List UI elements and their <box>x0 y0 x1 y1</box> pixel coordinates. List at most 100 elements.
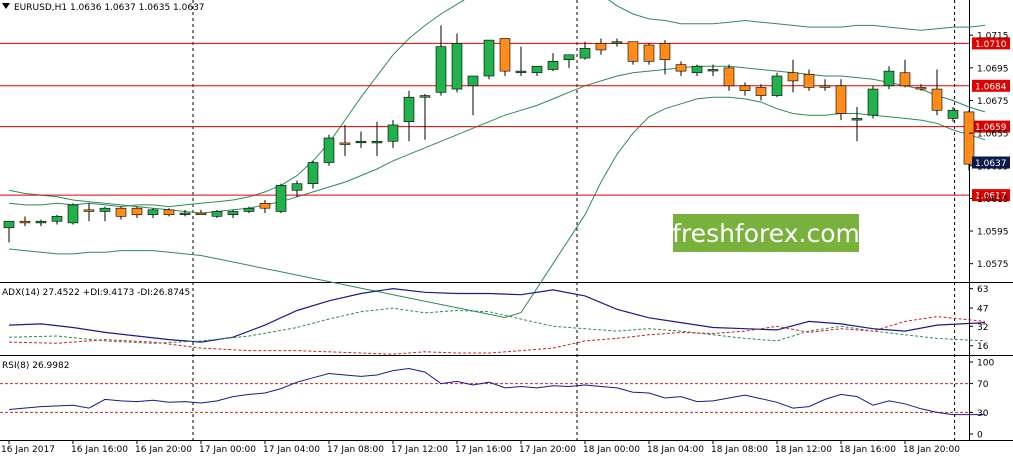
bullish-candle <box>547 61 559 70</box>
bullish-candle <box>147 209 159 216</box>
bullish-candle <box>307 162 319 185</box>
bullish-candle <box>275 185 287 212</box>
level-price-label: 1.0659 <box>975 123 1007 133</box>
bullish-candle <box>515 70 527 73</box>
current-price-label: 1.0637 <box>975 159 1007 169</box>
watermark-background <box>673 214 859 252</box>
time-tick-label: 16 Jan 16:00 <box>71 445 128 455</box>
watermark-text: freshforex.com <box>672 219 860 248</box>
bullish-candle <box>3 220 15 229</box>
adx-line <box>8 287 986 343</box>
dropdown-triangle-icon[interactable] <box>2 3 10 9</box>
bearish-candle <box>627 41 639 62</box>
time-axis: 16 Jan 2017 16 Jan 16:00 16 Jan 20:00 17 Ja… <box>1 440 960 455</box>
watermark: freshforex.com <box>672 214 860 252</box>
current-price-tag <box>972 156 1010 169</box>
bearish-candle <box>339 142 351 145</box>
rsi-line <box>8 367 985 416</box>
bearish-candle <box>835 85 847 114</box>
bearish-candle <box>499 38 511 72</box>
di-line <box>8 307 986 344</box>
time-tick-label: 17 Jan 16:00 <box>455 445 512 455</box>
time-tick-label: 18 Jan 20:00 <box>903 445 960 455</box>
bullish-candle <box>355 140 367 144</box>
bearish-candle <box>787 72 799 82</box>
bearish-candle <box>115 207 127 217</box>
time-tick-label: 18 Jan 00:00 <box>583 445 640 455</box>
level-price-tag <box>972 37 1010 50</box>
bullish-candle <box>387 124 399 142</box>
rsi-panel: 100 70 30 0 <box>0 359 994 441</box>
adx-panel: 63 47 32 16 <box>8 285 989 355</box>
time-tick-label: 17 Jan 08:00 <box>327 445 384 455</box>
bearish-candle <box>659 43 671 60</box>
price-tick-label: 1.0655 <box>977 130 1009 140</box>
bullish-candle <box>35 220 47 224</box>
time-tick-label: 16 Jan 20:00 <box>135 445 192 455</box>
price-axis: 1.07151.06951.06751.06551.06351.06151.05… <box>969 32 1010 270</box>
bullish-candle <box>851 118 863 121</box>
time-tick-label: 17 Jan 04:00 <box>263 445 320 455</box>
bullish-candle <box>419 95 431 98</box>
rsi-tick-label: 30 <box>977 409 989 419</box>
adx-tick-label: 47 <box>977 305 988 315</box>
bearish-candle <box>723 67 735 87</box>
bearish-candle <box>899 72 911 87</box>
bullish-candle <box>611 41 623 44</box>
rsi-tick-label: 100 <box>977 359 994 369</box>
adx-label: ADX(14) 27.4522 +DI:9.4173 -DI:26.8745 <box>2 288 190 298</box>
bullish-candle <box>531 65 543 74</box>
bullish-candle <box>211 211 223 217</box>
bearish-candle <box>915 87 927 90</box>
bearish-candle <box>83 209 95 212</box>
time-tick-label: 17 Jan 12:00 <box>391 445 448 455</box>
price-tick-label: 1.0575 <box>977 260 1009 270</box>
time-tick-label: 18 Jan 16:00 <box>839 445 896 455</box>
bullish-candle <box>883 70 895 87</box>
rsi-label: RSI(8) 26.9982 <box>2 361 69 371</box>
bearish-candle <box>739 85 751 91</box>
price-tick-label: 1.0695 <box>977 64 1009 74</box>
bearish-candle <box>755 87 767 96</box>
bearish-candle <box>675 64 687 72</box>
level-price-tag <box>972 189 1010 202</box>
time-tick-label: 18 Jan 04:00 <box>647 445 704 455</box>
level-price-label: 1.0617 <box>975 192 1007 202</box>
bullish-candle <box>435 46 447 93</box>
time-tick-label: 18 Jan 08:00 <box>711 445 768 455</box>
bullish-candle <box>451 43 463 90</box>
bearish-candle <box>195 212 207 216</box>
bearish-candle <box>931 88 943 111</box>
bearish-candle <box>19 220 31 224</box>
bullish-candle <box>51 216 63 222</box>
bearish-candle <box>163 209 175 216</box>
bullish-candle <box>371 140 383 144</box>
bearish-candle <box>803 74 815 88</box>
adx-tick-label: 63 <box>977 285 988 295</box>
chart-title: EURUSD,H1 1.0636 1.0637 1.0635 1.0637 <box>14 3 205 13</box>
rsi-tick-label: 70 <box>977 380 989 390</box>
bullish-candle <box>467 75 479 87</box>
rsi-tick-label: 0 <box>977 431 983 441</box>
bullish-candle <box>947 109 959 119</box>
bullish-candle <box>227 211 239 216</box>
session-separators <box>192 0 956 440</box>
bullish-candle <box>483 39 495 77</box>
bearish-candle <box>595 43 607 51</box>
bollinger-upper-line <box>8 0 986 208</box>
bullish-candle <box>67 204 79 224</box>
horizontal-levels: 1.0710 1.0684 1.0659 1.0617 <box>0 37 1010 202</box>
bullish-candle <box>323 137 335 163</box>
bullish-candle <box>771 75 783 96</box>
adx-tick-label: 16 <box>977 342 989 352</box>
candles <box>3 25 991 243</box>
bullish-candle <box>867 88 879 116</box>
price-tick-label: 1.0595 <box>977 228 1009 238</box>
bullish-candle <box>291 183 303 191</box>
bearish-candle <box>259 203 271 209</box>
bullish-candle <box>691 65 703 74</box>
bullish-candle <box>179 212 191 215</box>
bullish-candle <box>579 47 591 59</box>
di-line <box>8 316 986 355</box>
bollinger-lower-line <box>8 96 986 319</box>
